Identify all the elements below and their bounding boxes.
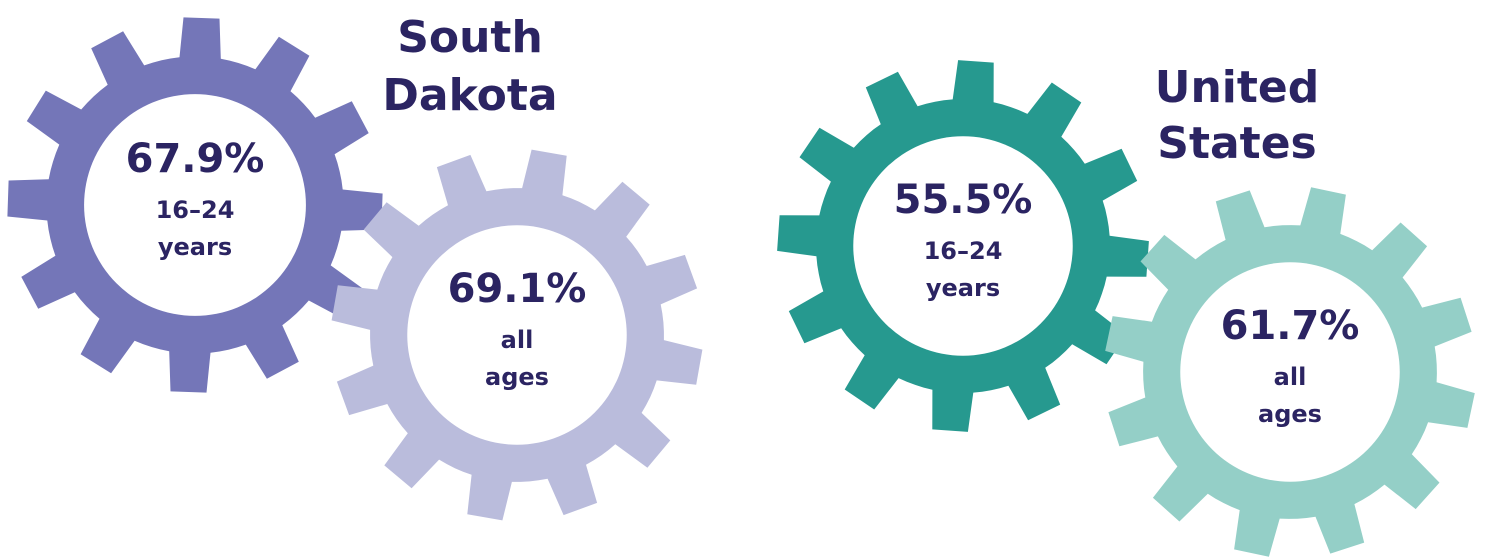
percent: 67.9%	[126, 136, 265, 182]
gear-label: years	[158, 233, 232, 261]
group-title: South	[397, 12, 543, 63]
gear-label: all	[1274, 363, 1307, 391]
gear: 67.9% 16–24 years	[7, 17, 383, 393]
gear-label: 16–24	[924, 237, 1003, 265]
group-title: United	[1155, 62, 1320, 113]
gear-label: 16–24	[156, 196, 235, 224]
gear-label: ages	[1258, 400, 1322, 428]
percent: 61.7%	[1221, 303, 1360, 349]
gears: 67.9% 16–24 years 69.1% all ages 55.5% 16–24 yea…	[7, 17, 1475, 557]
percent: 55.5%	[894, 177, 1033, 223]
group-title: States	[1157, 118, 1316, 169]
gear-hole	[1180, 262, 1400, 482]
gear-label: ages	[485, 363, 549, 391]
group-title: Dakota	[382, 70, 557, 121]
gear: 61.7% all ages	[1105, 187, 1475, 557]
gear-label: all	[501, 326, 534, 354]
gear: 55.5% 16–24 years	[777, 60, 1149, 432]
gear-hole	[407, 225, 627, 445]
percent: 69.1%	[448, 266, 587, 312]
gear-hole	[84, 94, 306, 316]
titles: South Dakota United States	[382, 12, 1319, 169]
gear: 69.1% all ages	[331, 149, 703, 521]
gear-hole	[853, 136, 1073, 356]
gear-label: years	[926, 274, 1000, 302]
